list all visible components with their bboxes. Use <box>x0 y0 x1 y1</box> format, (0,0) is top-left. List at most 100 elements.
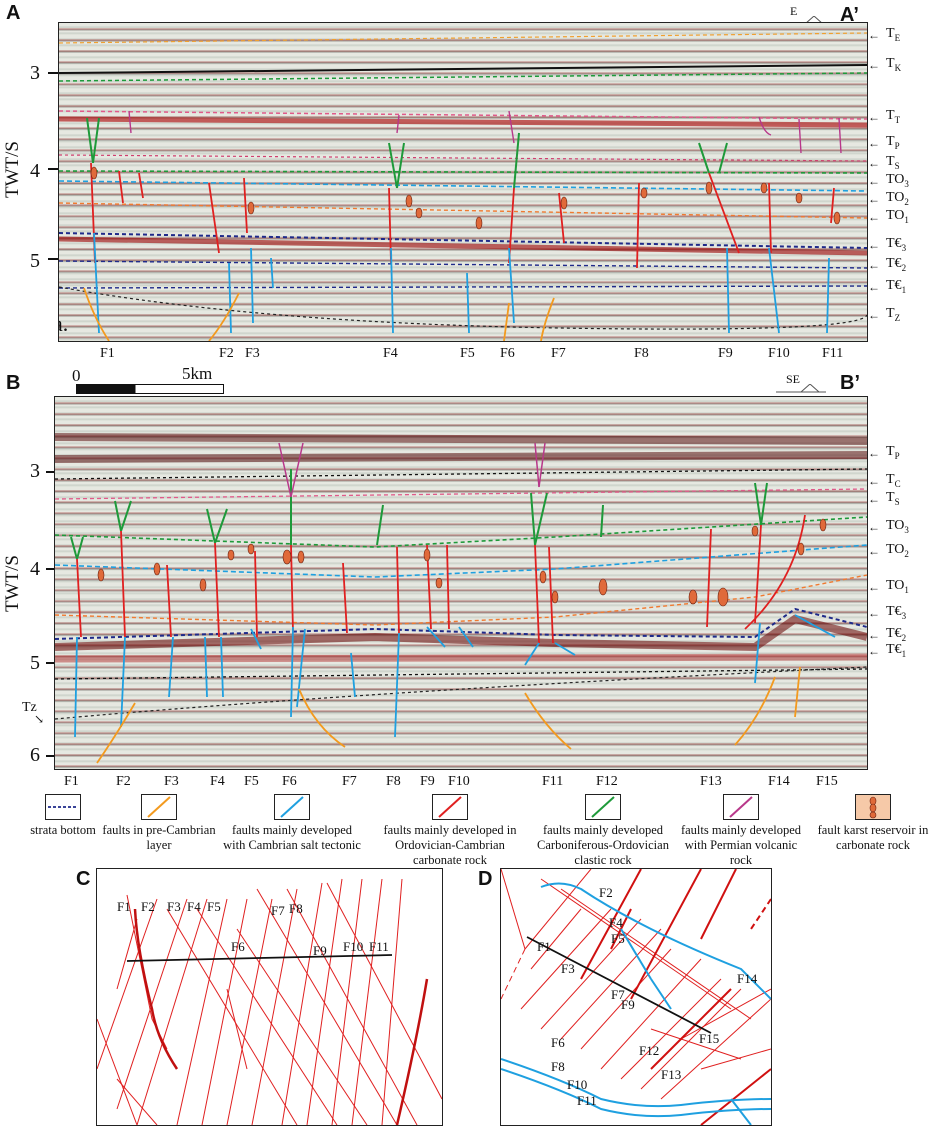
horizon-label-to3: TO3 <box>886 172 909 189</box>
panel-a-tick-mark-4 <box>48 168 60 170</box>
map-label: F3 <box>167 899 181 914</box>
horizon-label-te3: T€3 <box>886 236 907 253</box>
panel-a-letter: A <box>6 2 21 24</box>
legend-text: faults mainly developed in Ordovician-Ca… <box>383 823 517 867</box>
horizon-arrow: ← <box>868 580 880 594</box>
panel-b-interpretation <box>55 433 867 764</box>
fault-label: F9 <box>718 346 733 361</box>
panel-a-direction: E <box>780 4 830 25</box>
horizon-label-te1: T€1 <box>886 642 907 659</box>
horizon-label-tp: TP <box>886 444 900 461</box>
horizon-label-to2: TO2 <box>886 542 909 559</box>
horizon-arrow: ← <box>868 544 880 558</box>
legend-text: fault karst reservoir in carbonate rock <box>817 823 929 852</box>
panel-a-seismic-section: a. <box>58 22 868 342</box>
horizon-arrow: ← <box>868 258 880 272</box>
fault-label: F1 <box>64 774 79 789</box>
fault-label: F11 <box>822 346 844 361</box>
scale-end-label: 5km <box>182 364 213 383</box>
panel-b-tick-mark-5 <box>46 662 56 664</box>
panel-b-tick-5: 5 <box>30 652 40 674</box>
fault-label: F7 <box>551 346 566 361</box>
map-label: F10 <box>343 939 364 954</box>
horizon-arrow: ← <box>868 628 880 642</box>
panel-b-direction: SE <box>776 372 826 393</box>
map-label: F11 <box>369 939 389 954</box>
fault-label: F9 <box>420 774 435 789</box>
horizon-label-te3: T€3 <box>886 604 907 621</box>
horizon-arrow: ← <box>868 474 880 488</box>
magenta-fault-icon <box>723 794 759 820</box>
panel-a-interpretation <box>59 32 867 341</box>
tz-arrow: ↘ <box>34 712 45 726</box>
horizon-label-ts: TS <box>886 154 900 171</box>
fault-label: F4 <box>383 346 398 361</box>
fault-label: F5 <box>244 774 259 789</box>
panel-b-tick-3: 3 <box>30 460 40 482</box>
fault-label: F7 <box>342 774 357 789</box>
panel-c-letter: C <box>76 868 91 890</box>
legend-item-strata-bottom: strata bottom <box>4 794 122 838</box>
horizon-label-tc: TC <box>886 472 901 489</box>
panel-d-fault-map: F1 F2 F3 F4 F5 F6 F7 F8 F9 F10 F11 F12 F… <box>500 868 772 1126</box>
panel-d-letter: D <box>478 868 493 890</box>
panel-b-tick-mark-4 <box>46 568 56 570</box>
fault-label: F10 <box>448 774 470 789</box>
map-label: F5 <box>611 931 625 946</box>
direction-arrow-icon <box>776 384 826 393</box>
panel-a-tick-mark-5 <box>48 258 60 260</box>
panel-a-tick-marks <box>48 72 60 74</box>
legend-item-karst-reservoir: fault karst reservoir in carbonate rock <box>806 794 940 853</box>
map-label: F1 <box>537 939 551 954</box>
direction-label: E <box>790 4 798 18</box>
horizon-arrow: ← <box>868 174 880 188</box>
legend-text: strata bottom <box>30 823 96 837</box>
panel-a-tick-5: 5 <box>30 250 40 272</box>
map-label: F7 <box>611 987 625 1002</box>
panel-c-fault-map: F1 F2 F3 F4 F5 F6 F7 F8 F9 F10 F11 <box>96 868 443 1126</box>
horizon-arrow: ← <box>868 308 880 322</box>
map-label: F4 <box>609 915 623 930</box>
direction-label: SE <box>786 372 801 386</box>
fault-label: F3 <box>164 774 179 789</box>
horizon-label-to1: TO1 <box>886 578 909 595</box>
fault-label: F15 <box>816 774 838 789</box>
fault-label: F14 <box>768 774 790 789</box>
map-label: F9 <box>313 943 327 958</box>
fault-label: F10 <box>768 346 790 361</box>
horizon-arrow: ← <box>868 492 880 506</box>
legend-item-volcanic-faults: faults mainly developed with Permian vol… <box>674 794 808 868</box>
map-label: F1 <box>117 899 131 914</box>
horizon-label-to2: TO2 <box>886 190 909 207</box>
map-label: F6 <box>551 1035 565 1050</box>
panel-c-fault-lines <box>97 878 442 1125</box>
fault-label: F12 <box>596 774 618 789</box>
horizon-label-te2: T€2 <box>886 626 907 643</box>
map-label: F9 <box>621 997 635 1012</box>
panel-a-end-label: A’ <box>840 4 859 26</box>
horizon-arrow: ← <box>868 156 880 170</box>
panel-b-end-label: B’ <box>840 372 860 394</box>
panel-d-fault-lines <box>501 869 771 1125</box>
horizon-label-to3: TO3 <box>886 518 909 535</box>
fault-label: F8 <box>634 346 649 361</box>
fault-label: F3 <box>245 346 260 361</box>
panel-b-tz-label: Tz <box>22 700 37 715</box>
panel-b-tick-mark-6 <box>46 755 56 757</box>
panel-a-sub-label: a. <box>59 311 69 336</box>
horizon-label-to1: TO1 <box>886 208 909 225</box>
horizon-label-te1: T€1 <box>886 278 907 295</box>
fault-label: F8 <box>386 774 401 789</box>
map-label: F4 <box>187 899 201 914</box>
legend-text: faults mainly developed with Cambrian sa… <box>223 823 361 852</box>
horizon-arrow: ← <box>868 238 880 252</box>
map-label: F11 <box>577 1093 597 1108</box>
horizon-label-te2: T€2 <box>886 256 907 273</box>
horizon-arrow: ← <box>868 136 880 150</box>
fault-label: F5 <box>460 346 475 361</box>
map-label: F3 <box>561 961 575 976</box>
horizon-label-tk: TK <box>886 56 902 73</box>
map-label: F5 <box>207 899 221 914</box>
horizon-arrow: ← <box>868 446 880 460</box>
panel-b-tick-4: 4 <box>30 558 40 580</box>
